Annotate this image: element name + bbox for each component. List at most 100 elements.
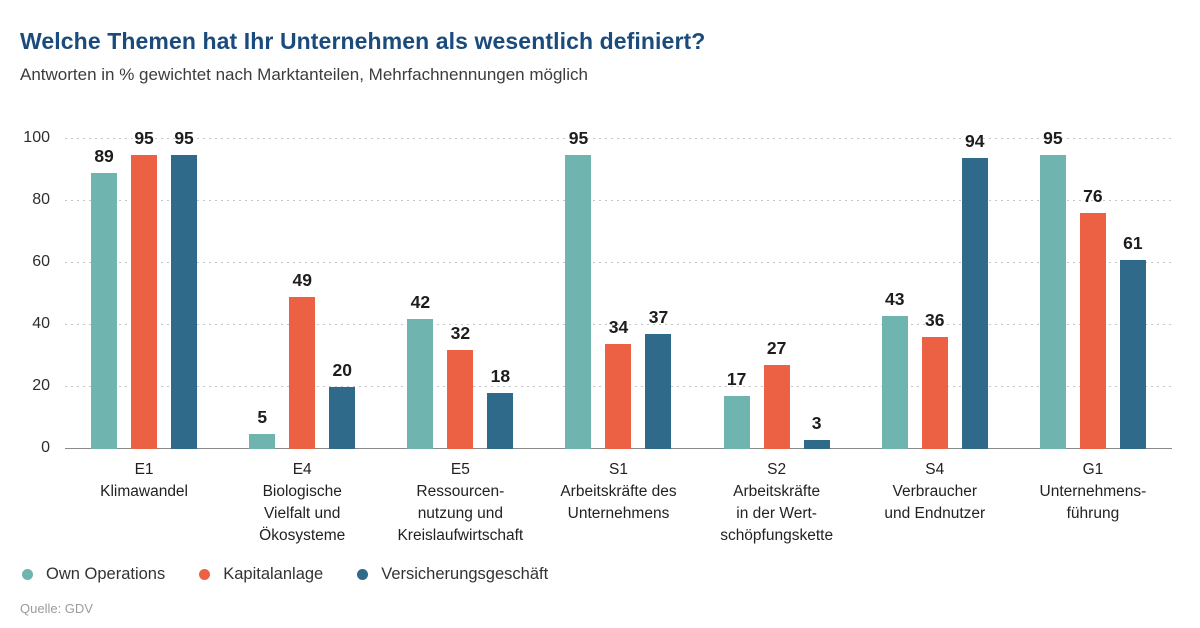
category-name-line: Ressourcen-	[416, 483, 505, 500]
bar-s4-own-operations: 43	[881, 289, 908, 449]
bar-group-g1: 95 76 61	[1014, 128, 1172, 449]
x-axis-labels: E1 Klimawandel E4 Biologische Vielfalt und Ök…	[65, 459, 1172, 551]
category-code: G1	[1082, 461, 1104, 478]
bar-s4-versicherungsgesch-ft: 94	[961, 131, 988, 449]
category-name-line: Arbeitskräfte des	[560, 483, 677, 500]
category-code: S1	[609, 461, 628, 478]
y-tick-label-0: 0	[41, 439, 50, 456]
bar-e5-own-operations: 42	[407, 292, 434, 449]
bar-group-e4: 5 49 20	[223, 139, 381, 449]
legend-label: Versicherungsgeschäft	[381, 565, 549, 583]
x-axis-label-g1: G1 Unternehmens-führung	[1014, 459, 1172, 551]
grouped-bar-chart: 0 20 40 60 80 100 89 95 95 5 49 20 42 32 18 95 34 37 17 27 3…	[20, 128, 1180, 551]
x-axis-label-e4: E4 Biologische Vielfalt und Ökosysteme	[223, 459, 381, 551]
bar-value-label: 61	[1123, 232, 1143, 253]
bar-s2-own-operations: 17	[723, 369, 750, 449]
category-name-line: Biologische	[262, 483, 342, 500]
bar-value-label: 17	[726, 369, 747, 390]
bar-groups: 89 95 95 5 49 20 42 32 18 95 34 37 17 27 3 43 36 94 95 76 61	[65, 128, 1172, 449]
bar-value-label: 43	[885, 288, 905, 309]
y-tick-label-80: 80	[32, 191, 50, 208]
bar-value-label: 36	[925, 310, 945, 331]
category-name-line: in der Wert-	[736, 505, 817, 522]
legend-label: Kapitalanlage	[223, 565, 324, 583]
y-tick-label-40: 40	[32, 315, 50, 332]
bar-value-label: 3	[811, 412, 822, 433]
bar-value-label: 5	[257, 406, 268, 427]
x-axis-label-s4: S4 Verbraucher und Endnutzer	[856, 459, 1014, 551]
legend: Own Operations Kapitalanlage Versicherungs…	[22, 565, 1180, 584]
x-axis-label-e1: E1 Klimawandel	[65, 459, 223, 551]
bar-e4-kapitalanlage: 49	[289, 270, 316, 449]
bar-e1-own-operations: 89	[91, 146, 118, 449]
x-axis-label-e5: E5 Ressourcen-nutzung und Kreislaufwirtsch…	[381, 459, 539, 551]
bar-g1-kapitalanlage: 76	[1079, 186, 1106, 449]
y-tick-label-100: 100	[23, 129, 50, 146]
bar-value-label: 18	[490, 366, 511, 387]
category-name-line: führung	[1066, 505, 1120, 522]
bar-e4-own-operations: 5	[249, 407, 276, 449]
page-subtitle: Antworten in % gewichtet nach Marktantei…	[20, 65, 588, 84]
gridline-80	[65, 200, 1172, 201]
bar-value-label: 34	[608, 316, 629, 337]
bar-value-label: 95	[1043, 127, 1063, 148]
category-name-line: Vielfalt und	[264, 505, 341, 522]
legend-label: Own Operations	[46, 565, 166, 583]
bar-e5-kapitalanlage: 32	[447, 323, 474, 449]
bar-value-label: 37	[648, 307, 669, 328]
bar-value-label: 42	[410, 291, 431, 312]
bar-value-label: 20	[332, 360, 352, 380]
legend-dot	[357, 569, 369, 580]
category-name-line: Unternehmens	[567, 505, 670, 522]
page-title: Welche Themen hat Ihr Unternehmen als we…	[20, 28, 706, 54]
category-code: E1	[134, 461, 154, 478]
bar-s2-versicherungsgesch-ft: 3	[803, 413, 830, 449]
bar-group-s2: 17 27 3	[698, 139, 856, 449]
bar-e1-versicherungsgesch-ft: 95	[171, 128, 198, 449]
bar-g1-own-operations: 95	[1039, 128, 1066, 449]
bar-value-label: 95	[134, 127, 154, 148]
legend-item-versicherungsgesch-ft: Versicherungsgeschäft	[357, 565, 548, 584]
bar-g1-versicherungsgesch-ft: 61	[1119, 233, 1146, 449]
legend-dot	[199, 569, 211, 580]
y-tick-label-60: 60	[32, 253, 50, 270]
bar-e5-versicherungsgesch-ft: 18	[487, 366, 514, 449]
bar-value-label: 27	[766, 338, 787, 359]
legend-dot	[22, 569, 33, 580]
category-name-line: schöpfungskette	[720, 527, 834, 544]
bar-value-label: 94	[965, 130, 985, 151]
bar-group-e5: 42 32 18	[381, 139, 539, 449]
bar-value-label: 32	[450, 322, 471, 343]
category-name-line: Ökosysteme	[259, 527, 346, 544]
bar-s1-own-operations: 95	[565, 128, 592, 449]
plot-area: 0 20 40 60 80 100 89 95 95 5 49 20 42 32 18 95 34 37 17 27 3…	[23, 128, 1180, 456]
category-name-line: Arbeitskräfte	[733, 483, 821, 500]
bar-group-e1: 89 95 95	[65, 128, 223, 449]
category-name-line: Unternehmens-	[1039, 483, 1147, 500]
bar-value-label: 95	[174, 127, 194, 148]
gridline-60	[65, 262, 1172, 263]
bar-group-s1: 95 34 37	[539, 128, 697, 449]
category-name-line: Kreislaufwirtschaft	[397, 527, 524, 544]
bar-value-label: 95	[568, 127, 589, 148]
source-note: Quelle: GDV	[20, 601, 93, 616]
bar-value-label: 89	[94, 146, 114, 167]
y-tick-label-20: 20	[32, 377, 50, 394]
gridline-100	[65, 138, 1172, 139]
bar-s1-kapitalanlage: 34	[605, 317, 632, 449]
bar-s4-kapitalanlage: 36	[921, 310, 948, 449]
category-code: E5	[450, 461, 470, 478]
category-code: S4	[925, 461, 945, 478]
category-name-line: Klimawandel	[100, 483, 189, 500]
bar-e1-kapitalanlage: 95	[131, 128, 158, 449]
bar-e4-versicherungsgesch-ft: 20	[329, 360, 356, 449]
bar-value-label: 49	[292, 270, 312, 291]
bar-s2-kapitalanlage: 27	[763, 338, 790, 449]
category-name-line: Verbraucher	[892, 483, 977, 500]
category-code: S2	[767, 461, 787, 478]
bar-group-s4: 43 36 94	[856, 131, 1014, 449]
x-axis-label-s1: S1 Arbeitskräfte des Unternehmens	[539, 459, 697, 551]
x-axis-label-s2: S2 Arbeitskräfte in der Wert-schöpfungsket…	[698, 459, 856, 551]
bar-s1-versicherungsgesch-ft: 37	[645, 307, 672, 449]
category-name-line: nutzung und	[417, 505, 504, 522]
